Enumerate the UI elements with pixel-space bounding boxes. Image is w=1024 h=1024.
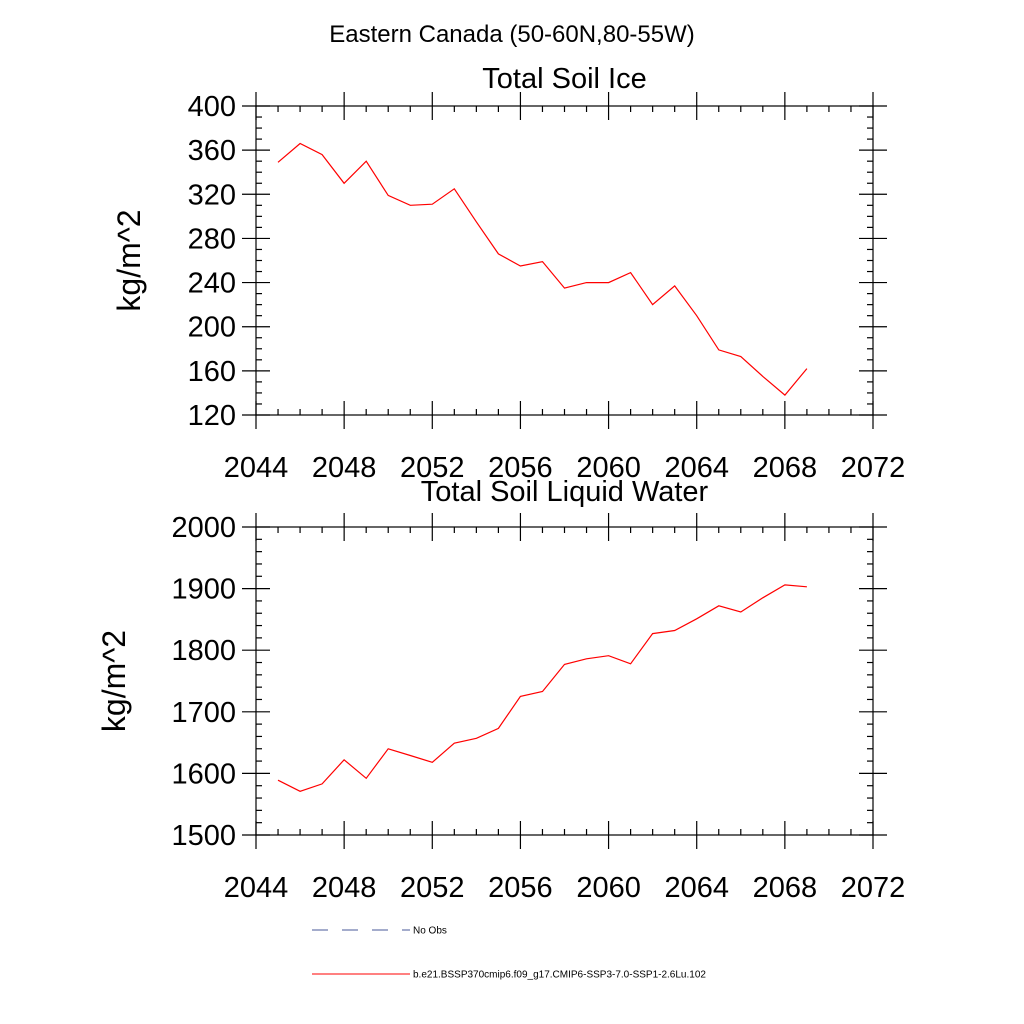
y-tick-label: 2000 [171, 512, 236, 544]
y-tick-label: 280 [188, 223, 236, 255]
chart-title: Total Soil Ice [482, 63, 646, 95]
y-tick-label: 360 [188, 135, 236, 167]
chart-title: Total Soil Liquid Water [421, 476, 709, 508]
y-axis-label: kg/m^2 [96, 630, 132, 732]
y-tick-label: 1900 [171, 574, 236, 606]
series-line-1 [277, 584, 807, 792]
y-tick-label: 1700 [171, 697, 236, 729]
plot-frame [255, 526, 874, 836]
chart-panel-1: Total Soil Ice 120 160 200 240 280 320 360 400 20… [111, 63, 905, 484]
y-tick-label: 200 [188, 312, 236, 344]
x-tick-label: 2048 [312, 452, 377, 484]
y-axis-label: kg/m^2 [111, 209, 147, 311]
x-tick-label: 2056 [488, 872, 553, 904]
x-tick-label: 2052 [400, 872, 465, 904]
y-tick-label: 160 [188, 356, 236, 388]
figure-suptitle: Eastern Canada (50-60N,80-55W) [329, 21, 695, 48]
legend-label: No Obs [413, 926, 447, 937]
x-tick-label: 2052 [400, 452, 465, 484]
plot-frame [255, 105, 874, 416]
y-tick-label: 1600 [171, 758, 236, 790]
x-tick-label: 2060 [576, 452, 641, 484]
x-tick-label: 2064 [664, 872, 729, 904]
legend-label: b.e21.BSSP370cmip6.f09_g17.CMIP6-SSP3-7.… [413, 970, 706, 981]
y-tick-label: 1500 [171, 820, 236, 852]
y-tick-label: 400 [188, 91, 236, 123]
x-tick-label: 2064 [664, 452, 729, 484]
x-tick-label: 2072 [841, 872, 906, 904]
y-tick-label: 320 [188, 179, 236, 211]
x-tick-label: 2056 [488, 452, 553, 484]
series-line-1 [277, 142, 808, 396]
x-tick-label: 2048 [312, 872, 377, 904]
y-tick-label: 1800 [171, 635, 236, 667]
x-tick-label: 2068 [753, 452, 818, 484]
y-tick-label: 120 [188, 400, 236, 432]
y-tick-label: 240 [188, 268, 236, 300]
chart-panel-2: Total Soil Liquid Water 1500 1600 1700 1800 1… [96, 476, 905, 904]
x-tick-label: 2044 [224, 452, 289, 484]
legend: No Obs b.e21.BSSP370cmip6.f09_g17.CMIP6-S… [312, 926, 706, 981]
x-tick-label: 2068 [753, 872, 818, 904]
x-tick-label: 2072 [841, 452, 906, 484]
x-tick-label: 2044 [224, 872, 289, 904]
x-tick-label: 2060 [576, 872, 641, 904]
